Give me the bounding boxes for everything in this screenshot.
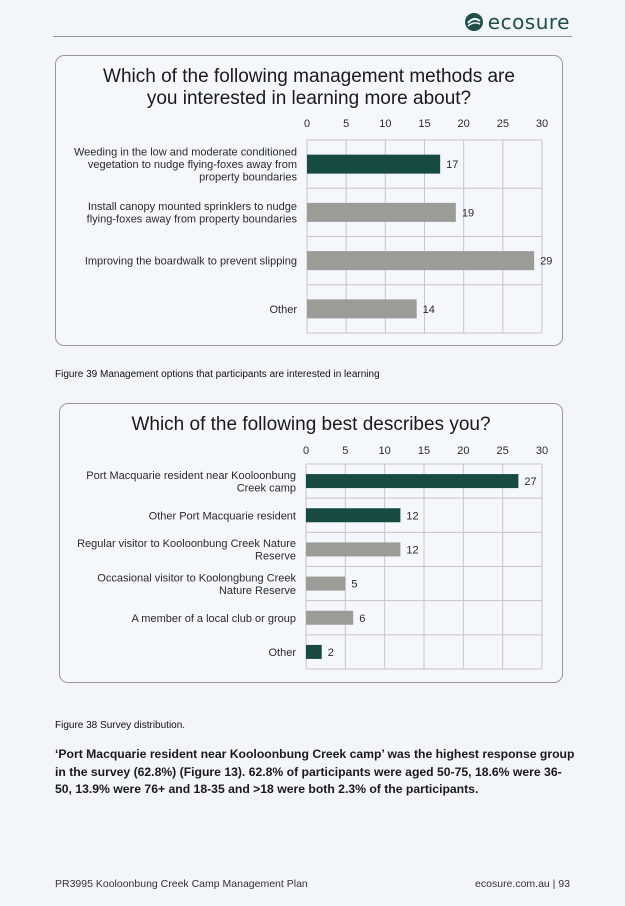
- x-tick-label: 25: [497, 118, 509, 130]
- bar: [306, 508, 401, 523]
- ecosure-leaf-icon: [464, 13, 483, 31]
- category-label: property boundaries: [199, 172, 297, 184]
- figure-caption: Figure 38 Survey distribution.: [55, 720, 186, 731]
- bar: [307, 251, 535, 271]
- category-label: Improving the boardwalk to prevent slipp…: [85, 256, 297, 268]
- data-label: 27: [524, 476, 536, 488]
- bar: [307, 154, 441, 174]
- x-tick-label: 10: [379, 445, 391, 457]
- x-tick-label: 5: [342, 445, 348, 457]
- figure-caption: Figure 39 Management options that partic…: [55, 369, 380, 380]
- data-label: 2: [328, 647, 334, 659]
- chart-title: Which of the following management method…: [103, 66, 515, 109]
- category-label: Regular visitor to Kooloonbung Creek Nat…: [77, 538, 296, 550]
- category-label: vegetation to nudge flying-foxes away fr…: [88, 159, 297, 171]
- x-tick-label: 25: [497, 445, 509, 457]
- category-label: Other Port Macquarie resident: [149, 510, 296, 522]
- footer-website-page: ecosure.com.au | 93: [475, 878, 570, 890]
- header-rule: [53, 36, 572, 37]
- bar: [307, 299, 417, 319]
- chart-title: Which of the following best describes yo…: [131, 414, 491, 435]
- category-label: Reserve: [255, 551, 296, 563]
- category-label: Port Macquarie resident near Kooloonbung: [86, 470, 296, 482]
- chart-best-describes-you: Which of the following best describes yo…: [59, 403, 563, 683]
- category-label: Install canopy mounted sprinklers to nud…: [88, 201, 297, 213]
- data-label: 5: [351, 579, 357, 591]
- bar: [306, 610, 354, 625]
- ecosure-logo: ecosure: [464, 10, 570, 34]
- logo-text: ecosure: [487, 10, 570, 34]
- x-tick-label: 30: [536, 118, 548, 130]
- footer-document-title: PR3995 Kooloonbung Creek Camp Management…: [55, 878, 308, 890]
- x-tick-label: 0: [304, 118, 310, 130]
- x-tick-label: 30: [536, 445, 548, 457]
- x-tick-label: 15: [418, 118, 430, 130]
- x-tick-label: 20: [458, 118, 470, 130]
- bar: [306, 644, 322, 659]
- category-label: Other: [269, 304, 297, 316]
- bar: [306, 542, 401, 557]
- data-label: 6: [359, 613, 365, 625]
- body-paragraph: ‘Port Macquarie resident near Kooloonbun…: [55, 747, 575, 796]
- bar-chart-svg: 0 5 10 15 20 25 30 17 Weeding in the low and mod…: [74, 118, 552, 334]
- x-tick-label: 15: [418, 445, 430, 457]
- category-label: Creek camp: [237, 482, 296, 494]
- data-label: 12: [406, 510, 418, 522]
- data-label: 14: [423, 304, 435, 316]
- x-tick-label: 10: [379, 118, 391, 130]
- bar: [307, 202, 456, 222]
- data-label: 12: [406, 544, 418, 556]
- category-label: Occasional visitor to Koolongbung Creek: [97, 572, 296, 584]
- category-label: Weeding in the low and moderate conditio…: [74, 147, 297, 159]
- bar: [306, 474, 519, 489]
- category-label: flying-foxes away from property boundari…: [87, 214, 298, 226]
- data-label: 29: [540, 256, 552, 268]
- data-label: 17: [446, 159, 458, 171]
- chart-management-methods: Which of the following management method…: [55, 55, 563, 346]
- x-tick-label: 0: [303, 445, 309, 457]
- x-tick-label: 5: [343, 118, 349, 130]
- bar: [306, 576, 346, 591]
- data-label: 19: [462, 207, 474, 219]
- category-label: Other: [268, 647, 296, 659]
- x-tick-label: 20: [457, 445, 469, 457]
- category-label: A member of a local club or group: [132, 613, 296, 625]
- category-label: Nature Reserve: [219, 585, 296, 597]
